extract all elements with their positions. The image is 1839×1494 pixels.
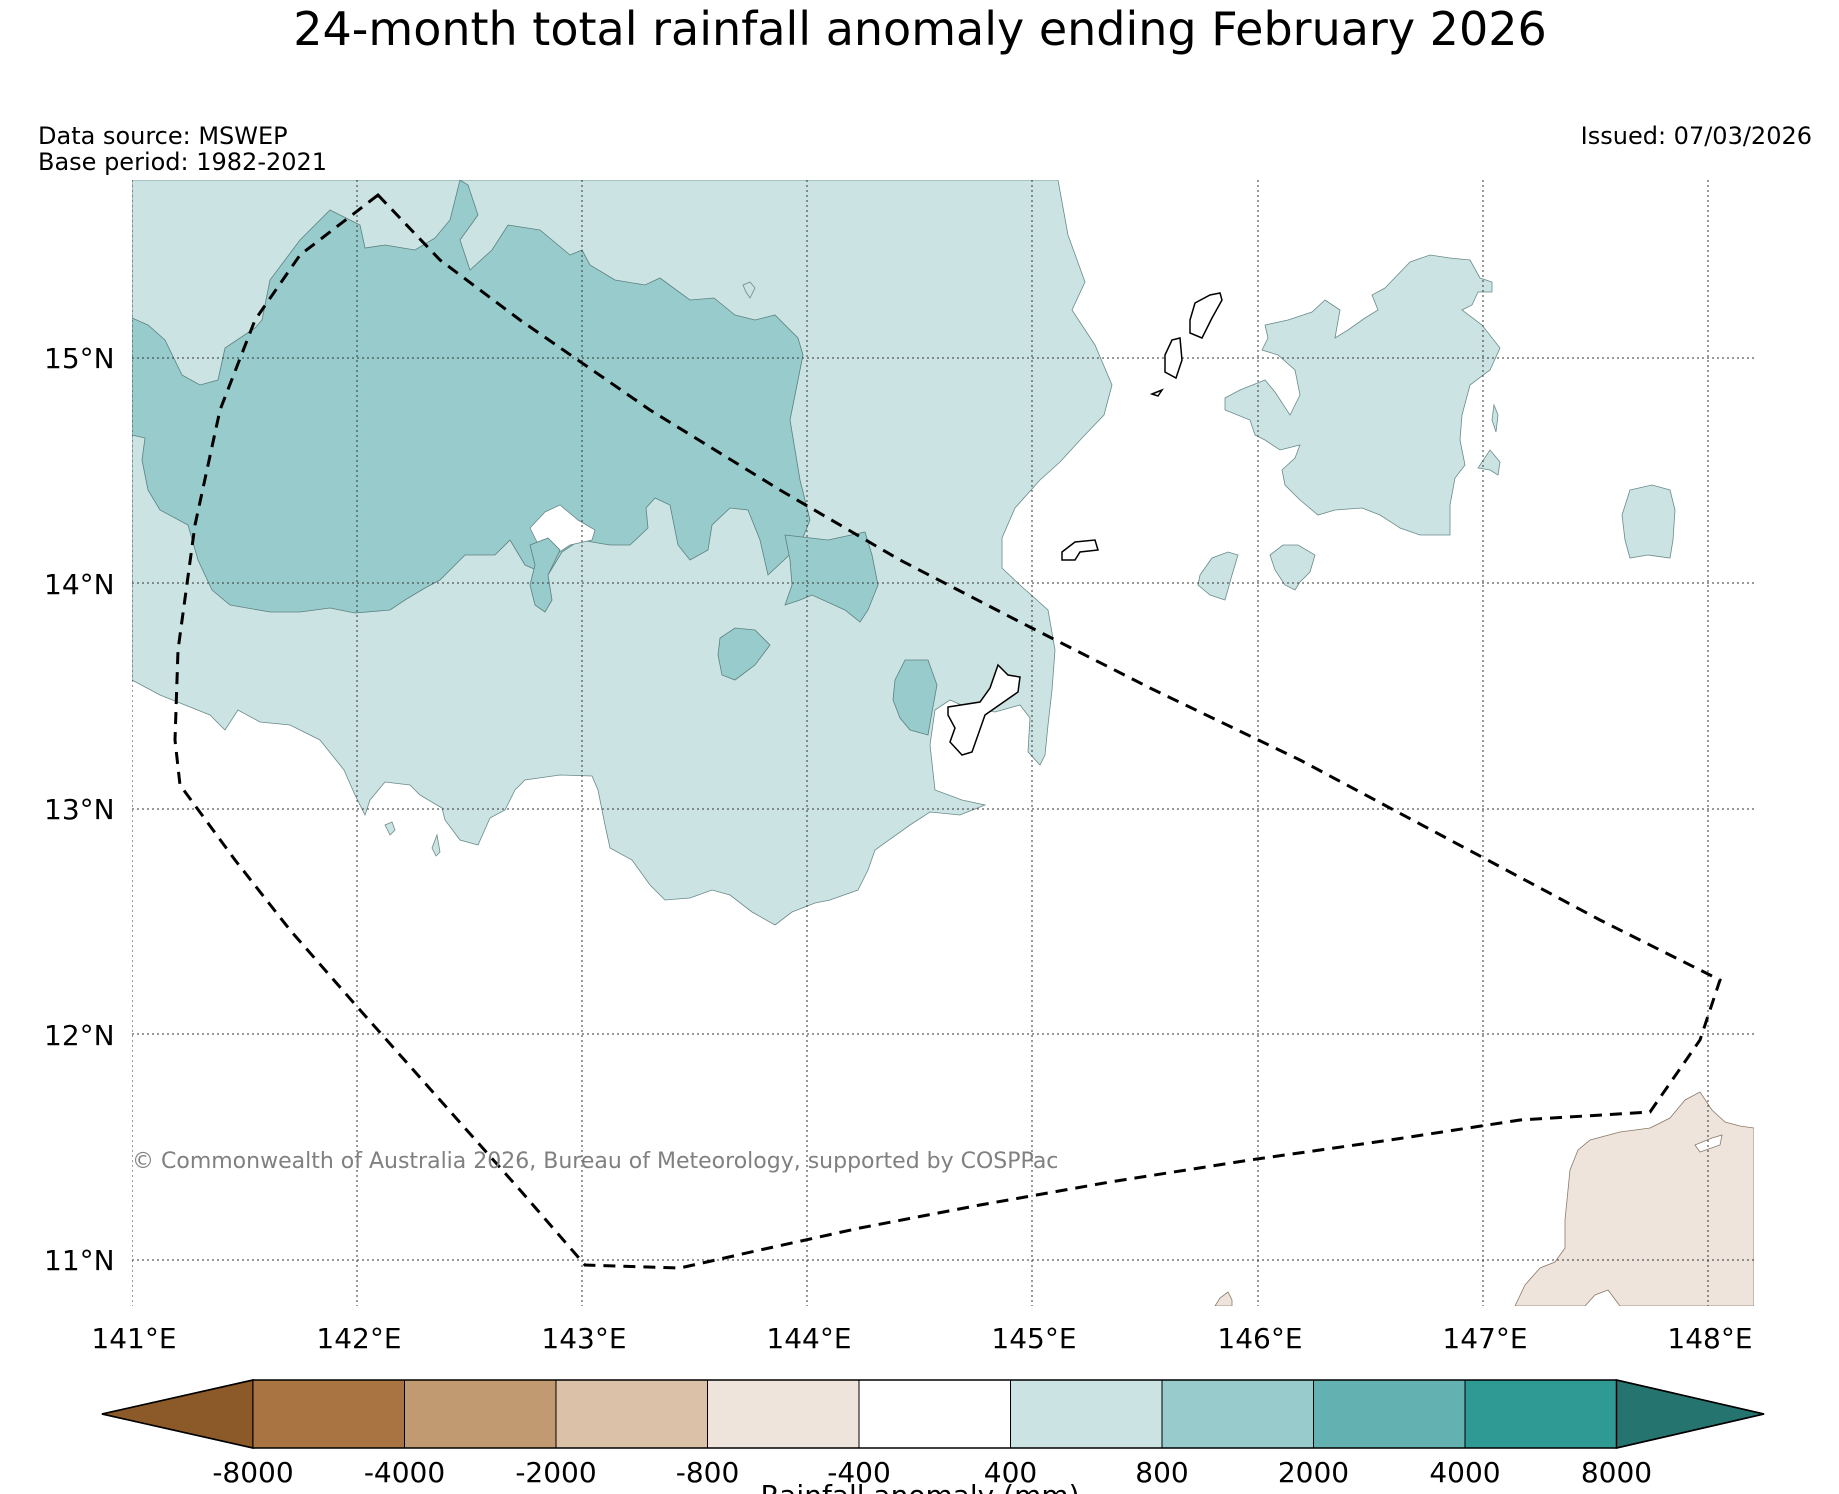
colorbar-extend-low bbox=[101, 1379, 254, 1449]
lat-label: 11°N bbox=[44, 1244, 115, 1277]
base-period: Base period: 1982-2021 bbox=[38, 148, 327, 176]
teal-small-1 bbox=[529, 537, 561, 613]
colorbar-tick-label: 800 bbox=[1135, 1456, 1188, 1489]
issued-date: Issued: 07/03/2026 bbox=[1581, 122, 1812, 150]
colorbar-segment bbox=[1313, 1379, 1466, 1449]
anomaly-patch-guam-west bbox=[892, 659, 938, 736]
lat-label: 14°N bbox=[44, 568, 115, 601]
colorbar-segment bbox=[1464, 1379, 1617, 1449]
colorbar-tick-label: -4000 bbox=[364, 1456, 445, 1489]
chart-title: 24-month total rainfall anomaly ending F… bbox=[293, 2, 1547, 56]
lon-label: 145°E bbox=[991, 1322, 1076, 1355]
lat-label: 15°N bbox=[44, 342, 115, 375]
anomaly-patch-saipan-west bbox=[717, 627, 771, 681]
colorbar-extend-high bbox=[1615, 1379, 1765, 1449]
colorbar-tick-label: -2000 bbox=[515, 1456, 596, 1489]
colorbar-tick-label: -8000 bbox=[212, 1456, 293, 1489]
anomaly-patch-small-b bbox=[1269, 544, 1316, 591]
dry-gap bbox=[1694, 1134, 1723, 1153]
lat-label: 12°N bbox=[44, 1019, 115, 1052]
coastlines bbox=[947, 292, 1223, 756]
saipan-coastline bbox=[1189, 292, 1223, 339]
data-source: Data source: MSWEP bbox=[38, 122, 288, 150]
lon-label: 146°E bbox=[1217, 1322, 1302, 1355]
colorbar-label: Rainfall anomaly (mm) bbox=[760, 1479, 1079, 1494]
anomaly-patch-small-g bbox=[431, 833, 441, 857]
lon-label: 141°E bbox=[91, 1322, 176, 1355]
anomaly-region-800-2000 bbox=[132, 180, 811, 614]
colorbar-segment bbox=[404, 1379, 557, 1449]
tinian-coastline bbox=[1164, 337, 1183, 380]
colorbar-segment bbox=[252, 1379, 405, 1449]
lon-label: 142°E bbox=[316, 1322, 401, 1355]
lon-label: 147°E bbox=[1442, 1322, 1527, 1355]
longitude-labels: 141°E 142°E 143°E 144°E 145°E 146°E 147°… bbox=[91, 1322, 1752, 1355]
anomaly-patch-northeast bbox=[1224, 254, 1501, 536]
colorbar-tick-label: 400 bbox=[984, 1456, 1037, 1489]
lon-label: 148°E bbox=[1667, 1322, 1752, 1355]
latitude-labels: 15°N 14°N 13°N 12°N 11°N bbox=[44, 342, 115, 1277]
anomaly-patch-small-a bbox=[1197, 551, 1239, 601]
colorbar-segment bbox=[858, 1379, 1011, 1449]
eez-boundary bbox=[173, 192, 1722, 1270]
colorbar-tick-label: 8000 bbox=[1581, 1456, 1652, 1489]
colorbar-segment bbox=[1010, 1379, 1163, 1449]
lon-label: 144°E bbox=[766, 1322, 851, 1355]
colorbar-segment bbox=[555, 1379, 708, 1449]
colorbar-tick-label: -800 bbox=[676, 1456, 740, 1489]
dry-patch-small bbox=[1214, 1291, 1233, 1306]
rota-coastline bbox=[1061, 539, 1099, 561]
colorbar-tick-label: 2000 bbox=[1278, 1456, 1349, 1489]
lat-label: 13°N bbox=[44, 793, 115, 826]
colorbar-tick-label: 4000 bbox=[1429, 1456, 1500, 1489]
colorbar-segment bbox=[1161, 1379, 1314, 1449]
anomaly-patch-small-f bbox=[384, 821, 396, 836]
dry-anomaly-region bbox=[1514, 1091, 1754, 1306]
colorbar-outline bbox=[101, 1379, 1765, 1449]
anomaly-patch-far-east bbox=[1621, 484, 1676, 559]
anomaly-patch-small-e bbox=[742, 281, 756, 299]
lon-label: 143°E bbox=[541, 1322, 626, 1355]
copyright-text: © Commonwealth of Australia 2026, Bureau… bbox=[132, 1149, 1058, 1174]
colorbar-tick-labels: -8000 -4000 -2000 -800 -400 400 800 2000 4000 800… bbox=[212, 1456, 1652, 1489]
anomaly-patch-small-d bbox=[1491, 403, 1499, 433]
colorbar bbox=[101, 1379, 1765, 1449]
colorbar-tick-label: -400 bbox=[827, 1456, 891, 1489]
guam-coastline bbox=[947, 663, 1021, 756]
graticule bbox=[132, 180, 1754, 1306]
map-panel bbox=[132, 180, 1754, 1306]
anomaly-patch-east bbox=[784, 531, 879, 623]
aguijan-coastline bbox=[1149, 388, 1164, 397]
anomaly-patch-small-c bbox=[1477, 449, 1501, 476]
colorbar-segment bbox=[707, 1379, 860, 1449]
